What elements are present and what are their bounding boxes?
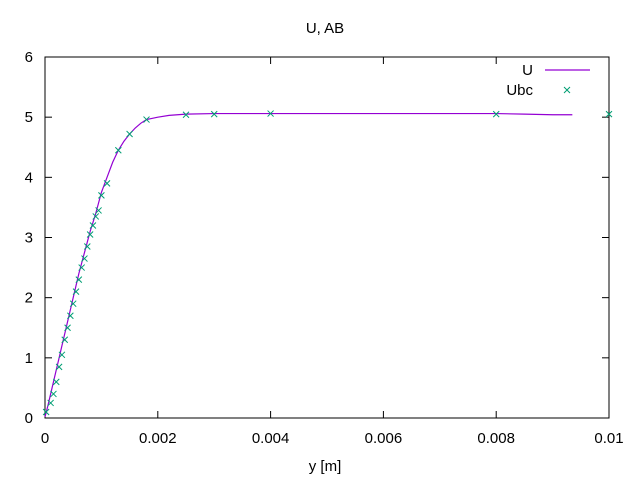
data-point: [64, 324, 71, 332]
data-point: [69, 300, 77, 308]
plot-frame: [44, 56, 610, 419]
data-point: [89, 222, 97, 229]
data-point: [78, 264, 86, 271]
data-point: [52, 378, 60, 386]
data-point: [75, 276, 83, 283]
data-point: [492, 110, 500, 118]
chart-title: U, AB: [306, 20, 344, 37]
x-tick-label: 0: [41, 430, 49, 447]
data-point: [72, 288, 80, 296]
data-point: [126, 130, 133, 138]
x-tick-label: 0.008: [477, 430, 515, 447]
data-point: [42, 408, 50, 416]
x-axis-label: y [m]: [309, 458, 342, 475]
data-point: [605, 110, 613, 118]
plot-border: [44, 56, 610, 419]
y-tick-label: 3: [25, 230, 33, 247]
data-point: [95, 207, 102, 214]
data-point: [210, 110, 218, 118]
y-axis-ticks: 0 1 2 3 4 5 6: [25, 49, 609, 427]
data-point: [55, 363, 63, 371]
data-point: [81, 255, 88, 262]
y-tick-label: 1: [25, 350, 33, 367]
legend-label-u: U: [522, 62, 533, 79]
data-point: [83, 243, 91, 250]
series-layer: [42, 110, 613, 417]
legend-swatch-ubc: [563, 86, 571, 94]
y-tick-label: 4: [25, 169, 33, 186]
y-tick-label: 6: [25, 49, 33, 66]
data-point: [50, 390, 57, 398]
y-tick-label: 2: [25, 290, 33, 307]
data-point: [103, 179, 111, 187]
data-point: [92, 213, 100, 220]
data-point: [267, 110, 274, 117]
data-point: [86, 231, 94, 238]
data-point: [67, 312, 74, 320]
legend: U Ubc: [506, 62, 590, 99]
series-line-u: [44, 112, 573, 417]
data-point: [61, 336, 69, 344]
x-tick-label: 0.004: [252, 430, 290, 447]
data-point: [47, 399, 54, 407]
y-tick-label: 5: [25, 109, 33, 126]
legend-label-ubc: Ubc: [506, 82, 533, 99]
data-point: [98, 192, 105, 199]
series-points-ubc: [42, 110, 613, 416]
data-point: [182, 111, 190, 119]
data-point: [143, 116, 150, 123]
data-point: [58, 351, 66, 359]
data-point: [114, 146, 122, 154]
x-tick-label: 0.01: [594, 430, 623, 447]
x-axis-ticks: 0 0.002 0.004 0.006 0.008 0.01: [41, 57, 624, 447]
x-tick-label: 0.006: [365, 430, 403, 447]
x-tick-label: 0.002: [139, 430, 177, 447]
y-tick-label: 0: [25, 410, 33, 427]
